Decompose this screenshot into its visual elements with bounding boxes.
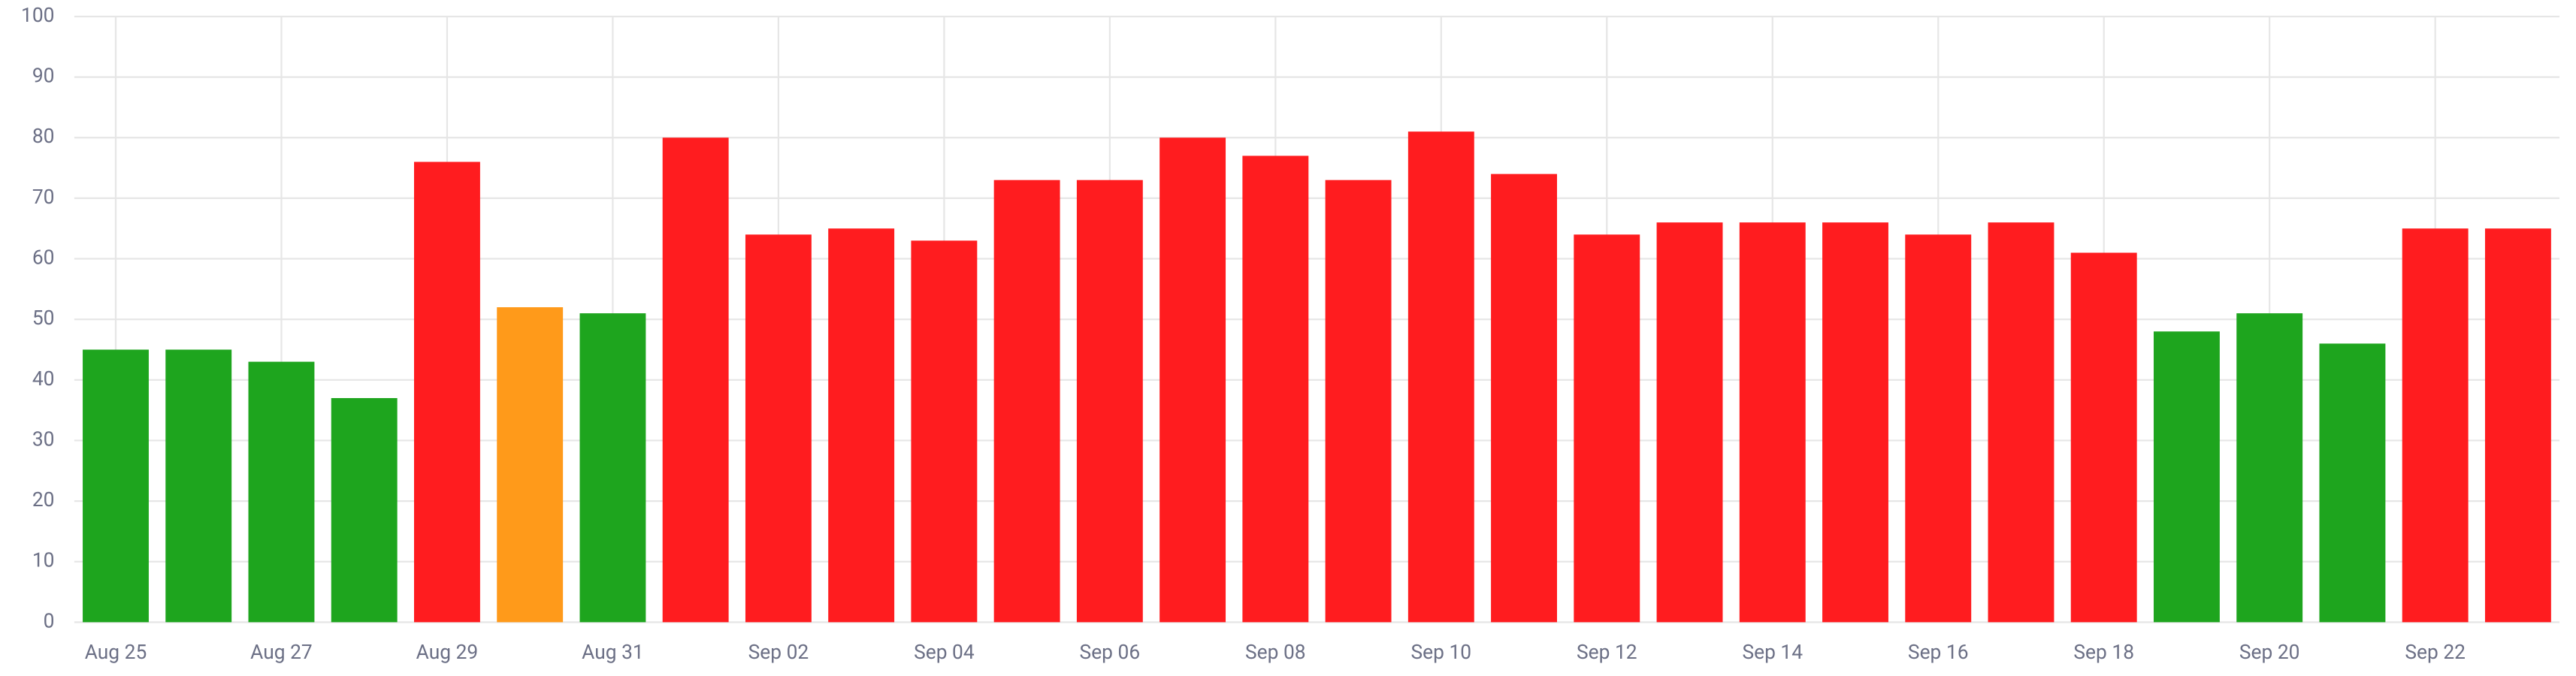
x-tick-label: Sep 18 [2073, 641, 2134, 664]
bar [1574, 234, 1640, 623]
bar [1905, 234, 1972, 623]
bar [579, 313, 646, 623]
x-tick-label: Sep 12 [1577, 641, 1637, 664]
x-tick-label: Aug 27 [250, 641, 313, 664]
x-tick-label: Aug 29 [416, 641, 479, 664]
bar [83, 349, 149, 623]
x-tick-label: Sep 14 [1742, 641, 1803, 664]
y-tick-label: 10 [32, 550, 55, 572]
bar [2319, 343, 2386, 623]
y-tick-label: 50 [32, 307, 55, 330]
bar [1988, 222, 2054, 623]
bar [1656, 222, 1723, 623]
x-tick-label: Sep 04 [914, 641, 975, 664]
y-tick-label: 70 [32, 186, 55, 209]
y-tick-label: 60 [32, 247, 55, 270]
x-tick-label: Aug 25 [85, 641, 147, 664]
bar [1491, 174, 1557, 623]
y-tick-label: 0 [44, 610, 55, 632]
bar [2070, 252, 2137, 623]
bar [414, 161, 480, 623]
bar [1076, 180, 1143, 623]
bar [2484, 228, 2551, 623]
bar [165, 349, 232, 623]
x-tick-label: Sep 20 [2239, 641, 2300, 664]
bar [911, 240, 978, 623]
y-tick-label: 80 [32, 125, 55, 148]
y-tick-label: 20 [32, 489, 55, 512]
x-tick-label: Aug 31 [582, 641, 644, 664]
y-tick-label: 100 [21, 5, 54, 27]
bar [2154, 331, 2220, 623]
bar [2236, 313, 2303, 623]
x-tick-label: Sep 06 [1080, 641, 1141, 664]
bar [1822, 222, 1888, 623]
x-tick-label: Sep 10 [1411, 641, 1472, 664]
x-tick-label: Sep 02 [748, 641, 809, 664]
y-tick-label: 40 [32, 368, 55, 391]
bar [993, 180, 1060, 623]
x-tick-label: Sep 16 [1908, 641, 1969, 664]
bar [331, 398, 398, 623]
bar [248, 361, 315, 623]
bar [1160, 137, 1226, 623]
bar [828, 228, 895, 623]
y-tick-label: 30 [32, 428, 55, 451]
y-tick-label: 90 [32, 65, 55, 88]
x-tick-label: Sep 22 [2405, 641, 2466, 664]
bar [1325, 180, 1392, 623]
bar [1739, 222, 1806, 623]
bar [662, 137, 729, 623]
bar [2402, 228, 2469, 623]
bar [745, 234, 812, 623]
bar [497, 307, 564, 623]
x-tick-label: Sep 08 [1245, 641, 1306, 664]
bar [1242, 155, 1309, 623]
bar [1407, 131, 1474, 623]
